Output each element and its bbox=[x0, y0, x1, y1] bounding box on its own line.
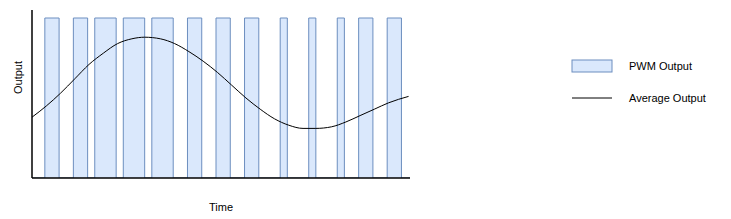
svg-text:Time: Time bbox=[209, 201, 233, 213]
svg-text:Output: Output bbox=[12, 61, 24, 94]
html-text:PWM Output: PWM Output bbox=[629, 60, 692, 72]
html-text:Average Output: Average Output bbox=[629, 92, 706, 104]
